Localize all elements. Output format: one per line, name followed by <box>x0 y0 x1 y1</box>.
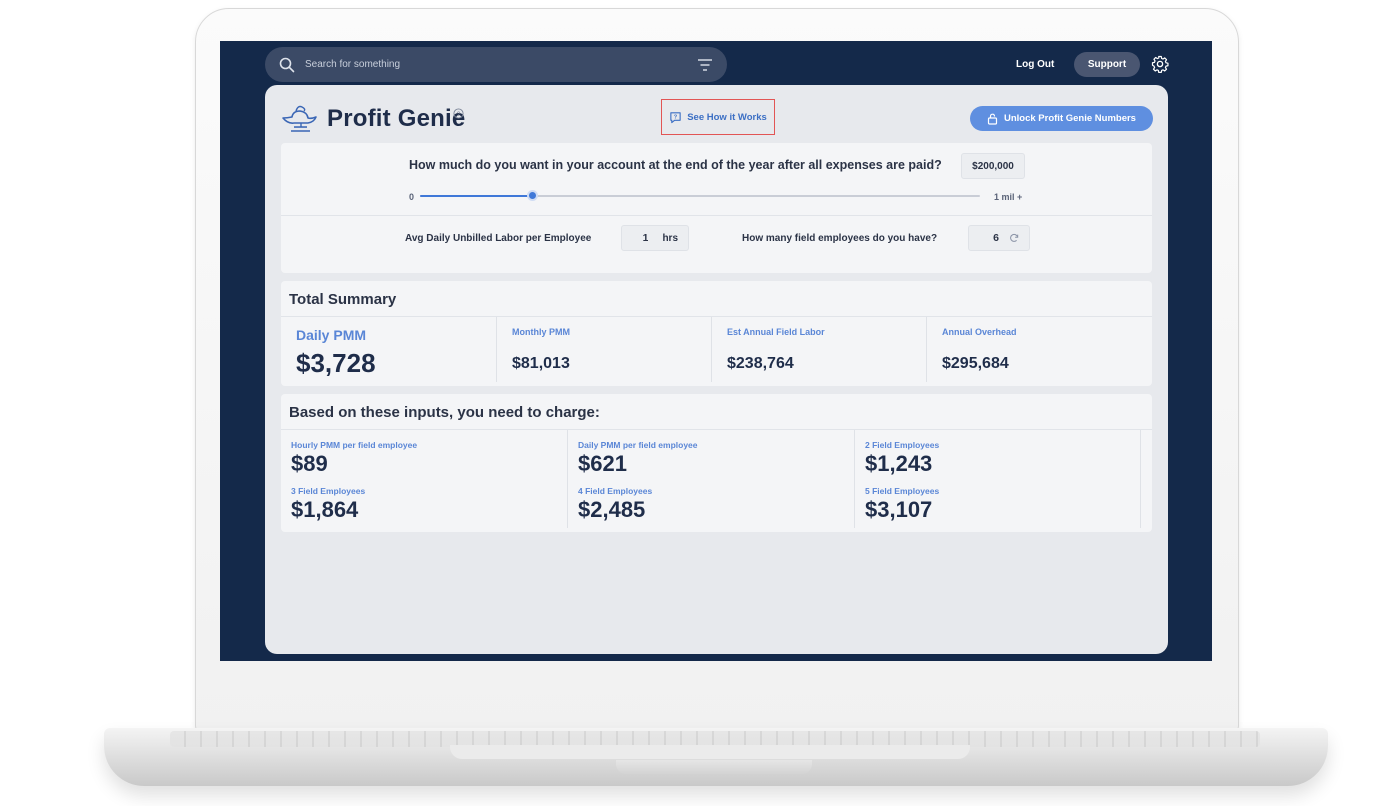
see-how-label: See How it Works <box>687 111 767 123</box>
charge-item-value: $1,864 <box>291 497 359 522</box>
refresh-icon[interactable] <box>1009 233 1019 243</box>
profit-genie-panel: Profit Genie ? ? See How it Works Unlock… <box>265 85 1168 654</box>
genie-lamp-logo <box>282 105 317 132</box>
unbilled-labor-field[interactable]: hrs <box>621 225 689 251</box>
charge-item-label: 2 Field Employees <box>865 440 940 450</box>
laptop-screen: Log Out Support Profit Genie ? ? See How… <box>220 41 1212 661</box>
charge-item-label: Hourly PMM per field employee <box>291 440 418 450</box>
field-employees-input[interactable] <box>985 232 999 244</box>
slider-fill <box>420 195 532 197</box>
summary-title: Total Summary <box>289 291 397 308</box>
support-button[interactable]: Support <box>1074 52 1140 77</box>
daily-pmm-label: Daily PMM <box>296 327 367 343</box>
search-input[interactable] <box>305 59 697 70</box>
laptop-base-lip <box>450 745 970 759</box>
charge-item-label: 4 Field Employees <box>578 486 653 496</box>
charge-item-label: Daily PMM per field employee <box>578 440 698 450</box>
unbilled-labor-label: Avg Daily Unbilled Labor per Employee <box>405 233 592 244</box>
summary-annual-overhead: Annual Overhead $295,684 <box>926 317 1141 382</box>
filter-icon[interactable] <box>697 58 713 72</box>
summary-daily-pmm: Daily PMM $3,728 <box>281 317 496 382</box>
summary-item-label: Annual Overhead <box>942 327 1017 337</box>
slider-min-label: 0 <box>409 192 415 202</box>
goal-slider[interactable] <box>420 190 980 201</box>
laptop-front-notch <box>616 760 812 774</box>
help-icon[interactable]: ? <box>453 108 464 119</box>
charge-item-value: $2,485 <box>578 497 646 522</box>
divider <box>281 316 1152 317</box>
charge-item-label: 3 Field Employees <box>291 486 366 496</box>
summary-annual-field-labor: Est Annual Field Labor $238,764 <box>711 317 926 382</box>
summary-monthly-pmm: Monthly PMM $81,013 <box>496 317 711 382</box>
summary-item-value: $295,684 <box>942 355 1009 372</box>
slider-track <box>420 195 980 197</box>
charge-item: Hourly PMM per field employee $89 <box>291 440 417 477</box>
gear-icon[interactable] <box>1151 55 1169 73</box>
page-title: Profit Genie <box>327 105 466 132</box>
charge-card: Based on these inputs, you need to charg… <box>281 394 1152 532</box>
charge-item: 3 Field Employees $1,864 <box>291 486 365 523</box>
divider <box>281 429 1152 430</box>
chat-help-icon: ? <box>670 111 681 123</box>
laptop-keyboard <box>170 731 1260 747</box>
charge-item: 2 Field Employees $1,243 <box>865 440 939 477</box>
lock-icon <box>987 113 998 125</box>
charge-column: Hourly PMM per field employee $89 3 Fiel… <box>281 430 567 528</box>
summary-item-value: $81,013 <box>512 355 570 372</box>
summary-item-value: $238,764 <box>727 355 794 372</box>
inputs-card: How much do you want in your account at … <box>281 143 1152 273</box>
daily-pmm-value: $3,728 <box>296 348 376 378</box>
charge-item-value: $1,243 <box>865 451 933 476</box>
see-how-it-works-button[interactable]: ? See How it Works <box>661 99 775 135</box>
charge-column: 2 Field Employees $1,243 5 Field Employe… <box>854 430 1141 528</box>
goal-amount-field[interactable] <box>961 153 1025 179</box>
search-icon <box>279 57 295 72</box>
search-bar[interactable] <box>265 47 727 82</box>
unlock-numbers-button[interactable]: Unlock Profit Genie Numbers <box>970 106 1153 131</box>
charge-item: Daily PMM per field employee $621 <box>578 440 698 477</box>
field-employees-label: How many field employees do you have? <box>742 233 938 244</box>
charge-item-value: $89 <box>291 451 328 476</box>
goal-question: How much do you want in your account at … <box>409 158 942 172</box>
unlock-label: Unlock Profit Genie Numbers <box>1004 113 1136 124</box>
charge-item-value: $3,107 <box>865 497 933 522</box>
charge-column: Daily PMM per field employee $621 4 Fiel… <box>567 430 854 528</box>
divider <box>281 215 1152 216</box>
slider-max-label: 1 mil + <box>994 192 1023 202</box>
unbilled-labor-input[interactable] <box>634 232 649 244</box>
summary-item-label: Est Annual Field Labor <box>727 327 825 337</box>
summary-item-label: Monthly PMM <box>512 327 570 337</box>
hours-unit: hrs <box>662 232 678 244</box>
charge-item: 4 Field Employees $2,485 <box>578 486 652 523</box>
svg-text:?: ? <box>674 114 678 120</box>
charge-title: Based on these inputs, you need to charg… <box>289 404 600 421</box>
charge-item: 5 Field Employees $3,107 <box>865 486 939 523</box>
svg-text:?: ? <box>457 111 461 118</box>
charge-item-label: 5 Field Employees <box>865 486 940 496</box>
slider-thumb[interactable] <box>527 190 538 201</box>
total-summary-card: Total Summary Daily PMM $3,728 Monthly P… <box>281 281 1152 386</box>
logout-button[interactable]: Log Out <box>1016 55 1054 73</box>
charge-item-value: $621 <box>578 451 627 476</box>
field-employees-field[interactable] <box>968 225 1030 251</box>
